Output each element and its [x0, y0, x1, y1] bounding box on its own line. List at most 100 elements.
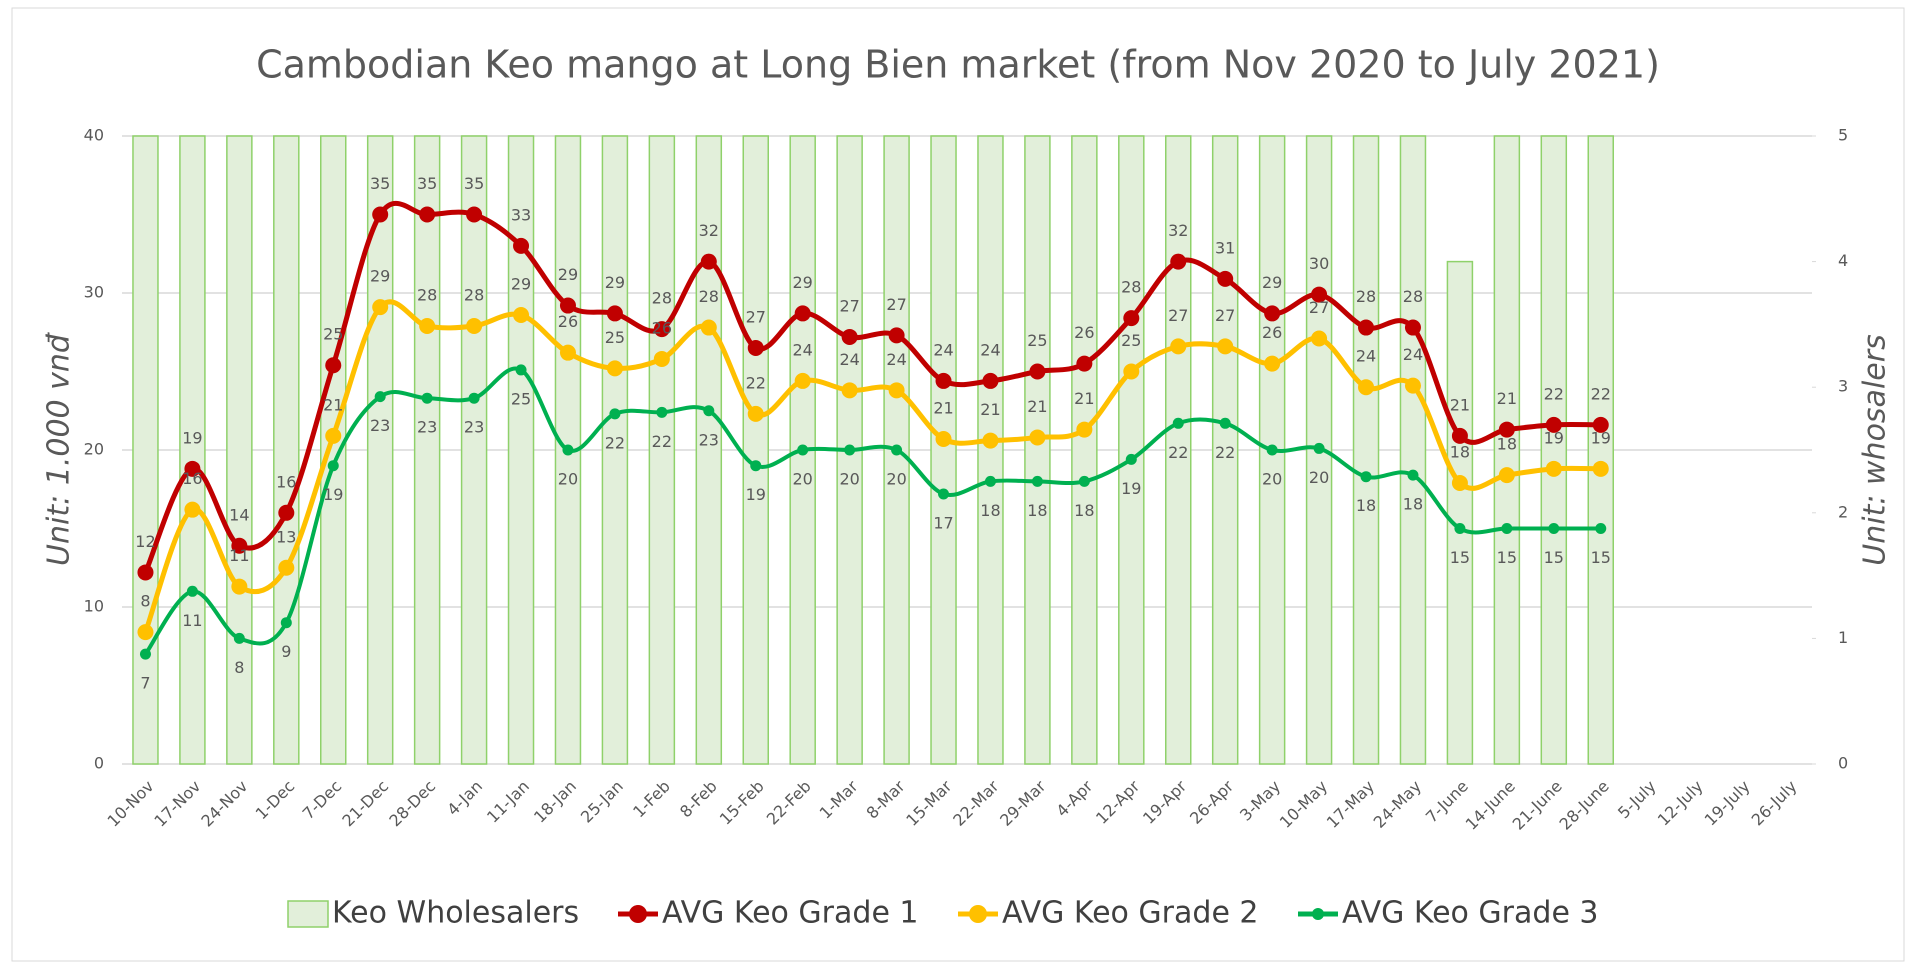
marker [891, 444, 903, 456]
marker [982, 372, 999, 389]
y2-tick-label: 5 [1838, 126, 1848, 145]
marker [419, 317, 436, 334]
data-label: 25 [605, 328, 625, 347]
bar [507, 135, 535, 765]
legend-label: AVG Keo Grade 3 [1342, 896, 1599, 931]
bar [226, 135, 253, 765]
marker [1076, 355, 1093, 372]
data-label: 9 [281, 642, 291, 661]
data-label: 24 [933, 340, 953, 359]
data-label: 23 [370, 416, 390, 435]
data-label: 25 [511, 389, 531, 408]
bar [273, 135, 300, 765]
data-label: 24 [1356, 347, 1376, 366]
marker [1404, 377, 1421, 394]
y-tick-label: 20 [84, 440, 104, 459]
y-axis-title: Unit: 1.000 vnđ [42, 331, 77, 566]
y2-axis-title: Unit: whosalers [1858, 334, 1893, 565]
data-label: 29 [370, 267, 390, 286]
data-label: 26 [558, 312, 578, 331]
data-label: 28 [417, 285, 437, 304]
marker [1311, 330, 1328, 347]
data-label: 18 [1403, 495, 1423, 514]
marker [1545, 416, 1562, 433]
marker [1172, 417, 1184, 429]
marker [466, 317, 483, 334]
marker [137, 624, 154, 641]
bar [1446, 260, 1474, 765]
data-label: 11 [229, 546, 249, 565]
marker [184, 460, 201, 477]
marker [653, 350, 670, 367]
marker [1360, 471, 1372, 483]
y2-tick-label: 1 [1838, 628, 1848, 647]
legend-swatch [287, 900, 329, 928]
bar [1587, 135, 1614, 765]
line [143, 366, 1601, 656]
marker [797, 444, 809, 456]
bar [648, 135, 676, 765]
marker [888, 382, 905, 399]
legend-label: AVG Keo Grade 1 [662, 896, 919, 931]
bar [695, 135, 723, 765]
bar [1118, 135, 1145, 765]
marker [841, 328, 858, 345]
marker [750, 460, 762, 472]
data-label: 20 [886, 470, 906, 489]
marker [703, 405, 715, 417]
data-label: 33 [511, 205, 531, 224]
data-label: 22 [746, 373, 766, 392]
marker [1501, 523, 1513, 534]
data-label: 28 [1356, 287, 1376, 306]
data-label: 20 [1309, 468, 1329, 487]
data-label: 23 [417, 418, 437, 437]
marker [280, 617, 292, 629]
data-label: 21 [1497, 389, 1517, 408]
marker [1217, 270, 1234, 287]
marker [1592, 416, 1609, 433]
legend-label: Keo Wholesalers [332, 896, 579, 931]
marker [1264, 305, 1281, 322]
marker [1078, 475, 1090, 487]
data-label: 29 [511, 274, 531, 293]
marker [747, 405, 764, 422]
marker [700, 319, 717, 336]
data-label: 28 [652, 289, 672, 308]
marker [1407, 469, 1419, 481]
bar [1352, 135, 1380, 765]
bar [930, 135, 957, 765]
bar [1024, 135, 1051, 765]
data-label: 15 [1497, 548, 1517, 567]
marker [1219, 417, 1231, 429]
data-label: 35 [464, 174, 484, 193]
data-label: 28 [1121, 278, 1141, 297]
marker [794, 305, 811, 322]
bar [1493, 135, 1521, 765]
marker [1266, 444, 1278, 456]
data-label: 19 [1121, 479, 1141, 498]
legend-label: AVG Keo Grade 2 [1002, 896, 1259, 931]
marker [888, 327, 905, 344]
bar [179, 135, 206, 765]
data-label: 18 [1027, 501, 1047, 520]
marker [233, 632, 245, 644]
data-label: 32 [1168, 221, 1188, 240]
data-label: 8 [140, 592, 150, 611]
bar [742, 135, 769, 765]
marker [1217, 338, 1234, 355]
data-label: 32 [699, 221, 719, 240]
line [143, 299, 1601, 634]
marker [327, 460, 339, 472]
y2-tick-label: 4 [1838, 251, 1848, 270]
marker [419, 206, 436, 223]
marker [1451, 474, 1468, 491]
marker [1404, 319, 1421, 336]
data-label: 21 [933, 399, 953, 418]
data-label: 20 [1262, 470, 1282, 489]
bar [413, 135, 441, 765]
y-tick-label: 10 [84, 597, 104, 616]
data-label: 23 [699, 430, 719, 449]
data-label: 16 [276, 472, 296, 491]
legend-swatch [1312, 908, 1324, 920]
